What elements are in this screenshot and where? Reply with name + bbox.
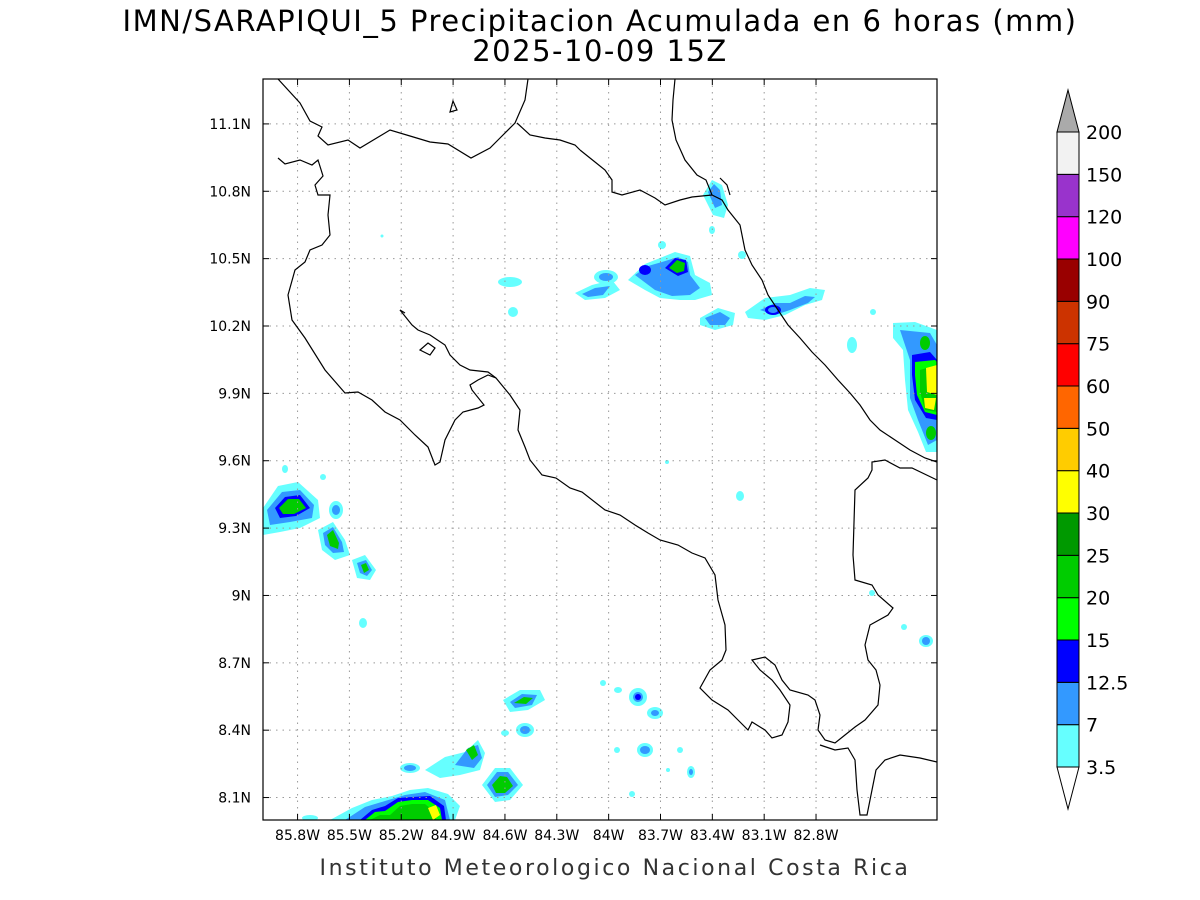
- lon-tick-label: 84.3W: [534, 828, 579, 844]
- colorbar-level-label: 200: [1086, 122, 1122, 144]
- lon-tick-label: 84.6W: [482, 828, 527, 844]
- colorbar-level-label: 20: [1086, 588, 1110, 610]
- lat-tick-label: 9N: [232, 588, 251, 604]
- colorbar-level-label: 60: [1086, 376, 1110, 398]
- colorbar-level-label: 40: [1086, 461, 1110, 483]
- colorbar-level-label: 150: [1086, 164, 1122, 186]
- colorbar-swatch: [1056, 554, 1080, 599]
- lon-tick-label: 85.5W: [327, 828, 372, 844]
- colorbar-bottom-arrow: [1056, 766, 1080, 811]
- colorbar-swatch: [1056, 343, 1080, 387]
- colorbar-swatch: [1056, 470, 1080, 514]
- colorbar-swatch: [1056, 300, 1080, 345]
- map-datetime: 2025-10-09 15Z: [472, 34, 728, 68]
- lon-tick-label: 84W: [593, 828, 625, 844]
- colorbar-level-label: 50: [1086, 418, 1110, 440]
- colorbar-level-label: 15: [1086, 630, 1110, 652]
- colorbar-swatch: [1056, 724, 1080, 768]
- colorbar-level-label: 100: [1086, 249, 1122, 271]
- footer-credit: Instituto Meteorologico Nacional Costa R…: [319, 856, 911, 881]
- colorbar-swatch: [1056, 639, 1080, 683]
- colorbar-swatch: [1056, 427, 1080, 472]
- lat-tick-label: 9.6N: [218, 454, 251, 470]
- precip-cell: [600, 460, 933, 797]
- lat-tick-label: 8.7N: [218, 656, 251, 672]
- lon-tick-label: 83.7W: [638, 828, 683, 844]
- colorbar-swatch: [1056, 512, 1080, 556]
- lat-tick-label: 8.4N: [218, 723, 251, 739]
- colorbar-top-arrow: [1056, 88, 1080, 133]
- colorbar-swatch: [1056, 385, 1080, 429]
- colorbar-swatch: [1056, 173, 1080, 218]
- precip-cell: [302, 690, 545, 820]
- lat-tick-label: 9.9N: [218, 386, 251, 402]
- colorbar-swatch: [1056, 131, 1080, 175]
- colorbar-level-label: 120: [1086, 207, 1122, 229]
- colorbar-level-label: 30: [1086, 503, 1110, 525]
- colorbar-swatch: [1056, 597, 1080, 641]
- colorbar-swatch: [1056, 681, 1080, 726]
- colorbar-level-label: 3.5: [1086, 757, 1116, 779]
- lon-tick-label: 83.1W: [742, 828, 787, 844]
- colorbar-level-label: 75: [1086, 334, 1110, 356]
- colorbar-swatch: [1056, 258, 1080, 302]
- map-gridlines: [263, 79, 937, 820]
- colorbar-level-label: 7: [1086, 715, 1098, 737]
- lon-tick-label: 83.4W: [690, 828, 735, 844]
- precip-cell: [380, 180, 876, 353]
- colorbar-level-label: 90: [1086, 291, 1110, 313]
- lon-tick-label: 85.2W: [379, 828, 424, 844]
- lon-tick-label: 82.8W: [794, 828, 839, 844]
- latitude-axis: 8.1N 8.4N 8.7N 9N 9.3N 9.6N 9.9N 10.2N 10.5N 10.8…: [209, 117, 937, 807]
- map-title: IMN/SARAPIQUI_5 Precipitacion Acumulada …: [122, 4, 1078, 38]
- colorbar-legend: 3.5 7 12.5 15 20 25 30 40 50 60 75 90 100 120 150 200: [1056, 88, 1128, 811]
- precipitation-field: [263, 180, 937, 820]
- longitude-axis: 85.8W 85.5W 85.2W 84.9W 84.6W 84.3W 84W 83.7W 83…: [275, 79, 839, 844]
- colorbar-level-label: 12.5: [1086, 672, 1128, 694]
- lon-tick-label: 84.9W: [431, 828, 476, 844]
- colorbar-swatch: [1056, 216, 1080, 260]
- lon-tick-label: 85.8W: [275, 828, 320, 844]
- lat-tick-label: 10.5N: [209, 252, 251, 268]
- precip-cell: [893, 322, 937, 452]
- lat-tick-label: 10.8N: [209, 184, 251, 200]
- precip-cell: [263, 465, 376, 628]
- lat-tick-label: 9.3N: [218, 521, 251, 537]
- lat-tick-label: 10.2N: [209, 319, 251, 335]
- plot-frame: [262, 78, 938, 821]
- lat-tick-label: 11.1N: [209, 117, 251, 133]
- colorbar-level-label: 25: [1086, 545, 1110, 567]
- lat-tick-label: 8.1N: [218, 791, 251, 807]
- coastline: [277, 79, 937, 816]
